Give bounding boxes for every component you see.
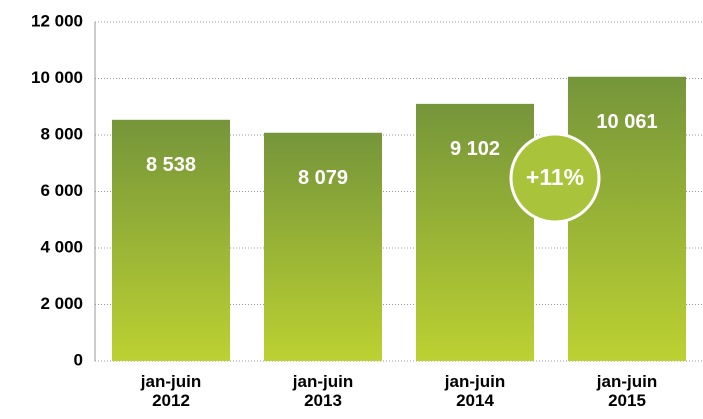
- annotation: +11%: [526, 164, 584, 190]
- y-tick-label: 0: [74, 350, 83, 369]
- value-label: 10 061: [596, 111, 657, 133]
- value-label: 8 538: [146, 154, 196, 176]
- y-tick-label: 6 000: [40, 181, 83, 200]
- bar: [112, 119, 230, 361]
- y-tick-label: 4 000: [40, 237, 83, 256]
- x-tick-label: jan-juin 2015: [596, 372, 658, 410]
- y-tick-label: 8 000: [40, 124, 83, 143]
- bar: [568, 76, 686, 362]
- bar: [416, 103, 534, 361]
- x-tick-label: jan-juin 2012: [140, 372, 202, 410]
- y-tick-label: 12 000: [31, 11, 83, 30]
- x-tick-label: jan-juin 2014: [444, 372, 506, 410]
- y-tick-label: 10 000: [31, 68, 83, 87]
- value-label: 9 102: [450, 138, 500, 160]
- annotation-badge: [509, 132, 601, 224]
- bar: [264, 132, 382, 361]
- value-label: 8 079: [298, 167, 348, 189]
- y-tick-label: 2 000: [40, 294, 83, 313]
- x-tick-label: jan-juin 2013: [292, 372, 354, 410]
